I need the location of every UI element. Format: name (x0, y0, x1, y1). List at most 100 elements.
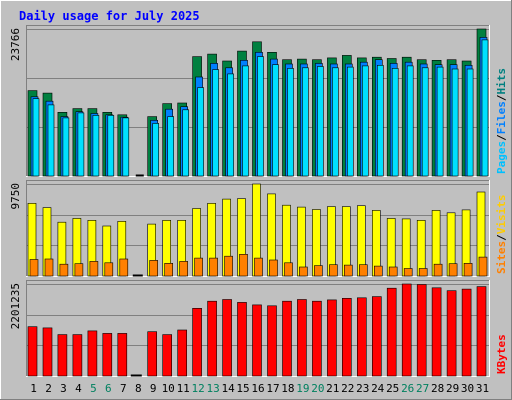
legend-visits-sites: Sites/Visits (495, 195, 508, 275)
bar-kbytes-day-11 (177, 329, 187, 377)
bar-kbytes-day-4 (72, 334, 83, 377)
panel-visits-sites: 9750 Sites/Visits (9, 180, 508, 277)
bar-sites-day-31 (478, 256, 488, 277)
bar-pages-day-16 (257, 56, 264, 177)
bar-kbytes-day-24 (371, 296, 382, 377)
bar-kbytes-day-2 (42, 327, 53, 377)
bar-pages-day-18 (287, 68, 294, 177)
bar-kbytes-day-3 (57, 334, 68, 377)
bar-kbytes-day-28 (431, 287, 442, 377)
x-tick-label-27: 27 (416, 382, 429, 395)
bar-pages-day-13 (212, 69, 219, 177)
bar-sites-day-21 (329, 264, 338, 277)
legend-text: KBytes (495, 334, 508, 374)
bar-pages-day-9 (152, 123, 159, 177)
bar-sites-day-11 (179, 261, 188, 277)
x-tick-label-6: 6 (105, 382, 112, 395)
x-tick-label-25: 25 (386, 382, 399, 395)
bar-sites-day-16 (254, 257, 263, 277)
x-tick-label-1: 1 (30, 382, 37, 395)
bar-pages-day-27 (421, 67, 429, 177)
bar-sites-day-10 (164, 262, 173, 277)
legend-entry-pages: Pages (495, 141, 508, 174)
bar-kbytes-day-31 (476, 286, 487, 377)
legend-entry-sites: Sites (495, 241, 508, 274)
bar-kbytes-day-5 (87, 330, 98, 377)
bar-pages-day-30 (466, 68, 474, 177)
chart-panels: 23766Pages/Files/Hits9750Sites/Visits220… (9, 25, 508, 377)
bar-pages-day-6 (107, 115, 115, 177)
legend-entry-visits: Visits (495, 195, 508, 235)
bar-pages-day-19 (302, 67, 309, 177)
x-tick-label-23: 23 (356, 382, 369, 395)
bar-pages-day-21 (332, 67, 339, 177)
x-tick-label-9: 9 (150, 382, 157, 395)
bar-kbytes-day-27 (416, 284, 427, 377)
x-tick-label-16: 16 (251, 382, 264, 395)
bar-sites-day-6 (104, 262, 114, 277)
bar-pages-day-23 (361, 65, 369, 177)
x-tick-label-24: 24 (371, 382, 385, 395)
x-tick-label-20: 20 (311, 382, 324, 395)
bar-pages-day-11 (182, 109, 189, 177)
bar-kbytes-day-9 (147, 331, 157, 377)
bar-sites-day-18 (284, 262, 293, 277)
bar-kbytes-day-19 (297, 299, 307, 377)
legend-separator: / (495, 134, 508, 141)
legend-entry-files: Files (495, 101, 508, 134)
legend-text: Sites/Visits (495, 195, 508, 275)
x-tick-label-18: 18 (281, 382, 294, 395)
bar-kbytes-day-23 (356, 297, 367, 377)
y-max-label: 9750 (9, 183, 22, 210)
bar-kbytes-day-14 (222, 299, 232, 377)
bar-pages-day-31 (481, 39, 489, 177)
x-tick-label-30: 30 (461, 382, 474, 395)
x-tick-label-2: 2 (45, 382, 52, 395)
bar-sites-day-22 (343, 264, 353, 277)
y-max-label: 23766 (9, 28, 22, 61)
bar-pages-day-12 (197, 87, 204, 177)
bar-sites-day-4 (74, 263, 84, 277)
bar-sites-day-12 (194, 257, 203, 277)
bar-sites-day-1 (29, 259, 39, 277)
bar-pages-day-4 (77, 112, 85, 177)
x-tick-label-4: 4 (75, 382, 82, 395)
bar-sites-day-3 (59, 263, 69, 277)
bar-pages-day-7 (122, 117, 130, 177)
bar-sites-day-24 (373, 265, 383, 277)
x-tick-label-3: 3 (60, 382, 67, 395)
bar-sites-day-20 (314, 265, 323, 277)
x-tick-label-29: 29 (446, 382, 459, 395)
bar-kbytes-day-30 (461, 288, 472, 377)
x-tick-label-17: 17 (266, 382, 279, 395)
bar-pages-day-17 (272, 64, 279, 177)
bar-visits-day-26 (401, 218, 411, 277)
bar-pages-day-3 (62, 117, 70, 177)
bar-kbytes-day-21 (327, 299, 337, 377)
legend-entry-hits: Hits (495, 68, 508, 95)
bar-kbytes-day-20 (312, 300, 322, 377)
x-tick-label-26: 26 (401, 382, 414, 395)
x-tick-label-11: 11 (177, 382, 190, 395)
bar-kbytes-day-7 (117, 333, 128, 377)
x-tick-label-14: 14 (221, 382, 235, 395)
x-tick-label-8: 8 (135, 382, 142, 395)
x-tick-label-5: 5 (90, 382, 97, 395)
bar-pages-day-29 (451, 68, 459, 177)
bar-kbytes-day-12 (192, 307, 202, 377)
bar-kbytes-day-16 (252, 304, 262, 377)
x-axis-labels: 1 2 3 4 5 6 7 8 9 10 11 12 13 14 15 16 17 18 19 20 21 22 23 24 2… (30, 382, 489, 395)
bar-pages-day-5 (92, 115, 100, 177)
bar-sites-day-30 (463, 262, 473, 277)
bar-sites-day-29 (448, 263, 458, 277)
y-max-label: 2201235 (9, 283, 22, 329)
bar-kbytes-day-1 (27, 326, 38, 377)
bar-sites-day-14 (224, 255, 233, 277)
legend-separator: / (495, 234, 508, 241)
bar-visits-day-27 (416, 220, 426, 277)
legend-text: Pages/Files/Hits (495, 68, 508, 174)
bar-kbytes-day-17 (267, 305, 277, 377)
bar-pages-day-22 (346, 66, 354, 177)
